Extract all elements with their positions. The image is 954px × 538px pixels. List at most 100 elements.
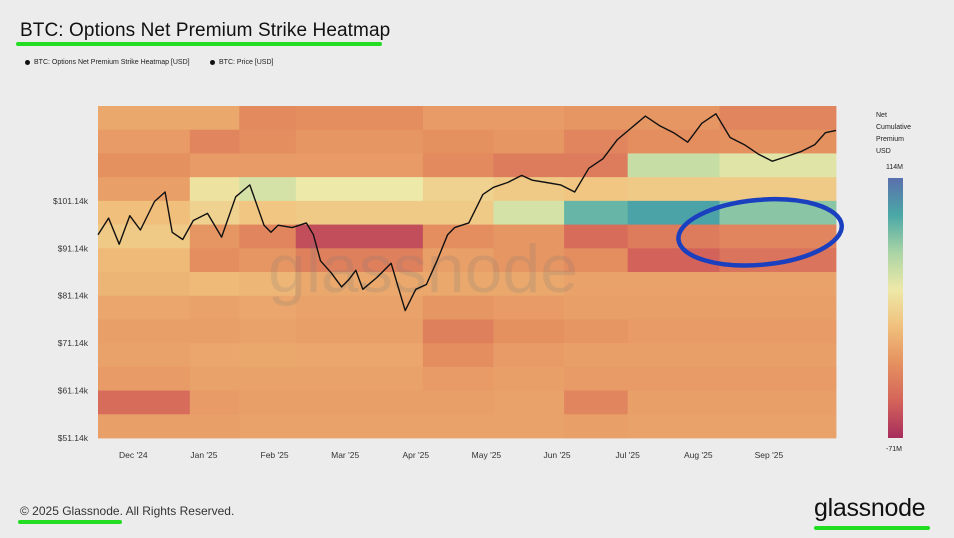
heatmap-cell xyxy=(564,366,629,391)
heatmap-cell xyxy=(98,248,191,273)
heatmap-cell xyxy=(627,129,720,154)
y-tick-label: $101.14k xyxy=(53,196,89,206)
colorbar-title-line: Premium xyxy=(876,136,905,143)
heatmap-cell xyxy=(98,106,191,131)
heatmap-cell xyxy=(189,343,240,368)
heatmap-cell xyxy=(493,414,565,439)
heatmap-cell xyxy=(295,129,424,154)
heatmap-cell xyxy=(564,129,629,154)
heatmap-cell xyxy=(627,343,720,368)
heatmap-cell xyxy=(189,272,240,297)
heatmap-cell xyxy=(564,224,629,249)
heatmap-cell xyxy=(493,295,565,320)
heatmap-cell xyxy=(239,200,297,225)
heatmap-cell xyxy=(719,106,837,131)
legend-price-label: BTC: Price [USD] xyxy=(219,59,274,66)
heatmap-cell xyxy=(98,366,191,391)
heatmap-cell xyxy=(493,343,565,368)
heatmap-cell xyxy=(295,319,424,344)
heatmap-cell xyxy=(719,224,837,249)
x-tick-label: Sep '25 xyxy=(755,450,784,460)
heatmap-cell xyxy=(239,390,297,415)
heatmap-cell xyxy=(627,366,720,391)
heatmap-cell xyxy=(493,129,565,154)
heatmap-cell xyxy=(98,343,191,368)
heatmap-cell xyxy=(493,390,565,415)
heatmap-cell xyxy=(422,319,494,344)
heatmap-cell xyxy=(719,366,837,391)
heatmap-cell xyxy=(98,319,191,344)
heatmap-cell xyxy=(239,129,297,154)
heatmap-cell xyxy=(493,366,565,391)
heatmap-cell xyxy=(719,129,837,154)
heatmap-cell xyxy=(189,319,240,344)
heatmap-cell xyxy=(564,319,629,344)
heatmap-cell xyxy=(627,153,720,178)
heatmap-cell xyxy=(719,153,837,178)
heatmap-cell xyxy=(189,248,240,273)
title-underline xyxy=(16,42,382,46)
heatmap-cell xyxy=(239,248,297,273)
heatmap-cell xyxy=(295,200,424,225)
colorbar-title-line: USD xyxy=(876,148,891,155)
heatmap-cell xyxy=(719,295,837,320)
legend-dot-icon xyxy=(25,60,30,65)
x-axis: Dec '24 Jan '25 Feb '25 Mar '25 Apr '25 May '… xyxy=(119,450,783,460)
heatmap-cell xyxy=(493,200,565,225)
heatmap-cell xyxy=(422,414,494,439)
x-tick-label: Aug '25 xyxy=(684,450,713,460)
heatmap-cell xyxy=(422,153,494,178)
heatmap-cell xyxy=(719,319,837,344)
heatmap-cell xyxy=(98,153,191,178)
heatmap-cell xyxy=(627,224,720,249)
heatmap-cell xyxy=(295,272,424,297)
heatmap-cell xyxy=(564,177,629,202)
y-tick-label: $71.14k xyxy=(58,338,89,348)
heatmap-cell xyxy=(189,129,240,154)
price-series xyxy=(97,113,837,312)
heatmap-cell xyxy=(493,177,565,202)
price-line xyxy=(97,113,837,312)
heatmap-cell xyxy=(493,224,565,249)
heatmap-cell xyxy=(189,414,240,439)
heatmap-cell xyxy=(422,390,494,415)
heatmap-cell xyxy=(564,200,629,225)
heatmap-cell xyxy=(239,153,297,178)
heatmap-cell xyxy=(295,106,424,131)
heatmap-cells xyxy=(98,106,837,439)
heatmap-cell xyxy=(422,129,494,154)
heatmap-cell xyxy=(564,343,629,368)
x-tick-label: Jan '25 xyxy=(190,450,217,460)
heatmap-cell xyxy=(189,366,240,391)
heatmap-cell xyxy=(564,106,629,131)
heatmap-cell xyxy=(295,414,424,439)
colorbar-max-label: 114M xyxy=(886,164,903,171)
x-tick-label: Apr '25 xyxy=(402,450,429,460)
heatmap-cell xyxy=(189,153,240,178)
heatmap-cell xyxy=(98,177,191,202)
y-tick-label: $51.14k xyxy=(58,433,89,443)
heatmap-cell xyxy=(98,390,191,415)
heatmap-cell xyxy=(627,390,720,415)
heatmap-cell xyxy=(422,177,494,202)
heatmap-cell xyxy=(493,153,565,178)
heatmap-cell xyxy=(422,272,494,297)
heatmap-cell xyxy=(627,106,720,131)
heatmap-cell xyxy=(239,295,297,320)
heatmap-cell xyxy=(295,343,424,368)
annotation xyxy=(676,196,844,268)
heatmap-cell xyxy=(239,106,297,131)
heatmap-cell xyxy=(98,272,191,297)
copyright-footer: © 2025 Glassnode. All Rights Reserved. xyxy=(20,504,235,518)
colorbar-title-line: Cumulative xyxy=(876,124,912,131)
heatmap-cell xyxy=(422,106,494,131)
heatmap-cell xyxy=(422,295,494,320)
legend-heatmap: BTC: Options Net Premium Strike Heatmap … xyxy=(25,59,190,66)
heatmap-cell xyxy=(627,272,720,297)
heatmap-cell xyxy=(239,366,297,391)
brand-underline xyxy=(814,526,930,530)
x-tick-label: Dec '24 xyxy=(119,450,148,460)
x-tick-label: Feb '25 xyxy=(261,450,289,460)
colorbar-title-line: Net xyxy=(876,112,887,119)
chart-title: BTC: Options Net Premium Strike Heatmap xyxy=(20,20,391,41)
